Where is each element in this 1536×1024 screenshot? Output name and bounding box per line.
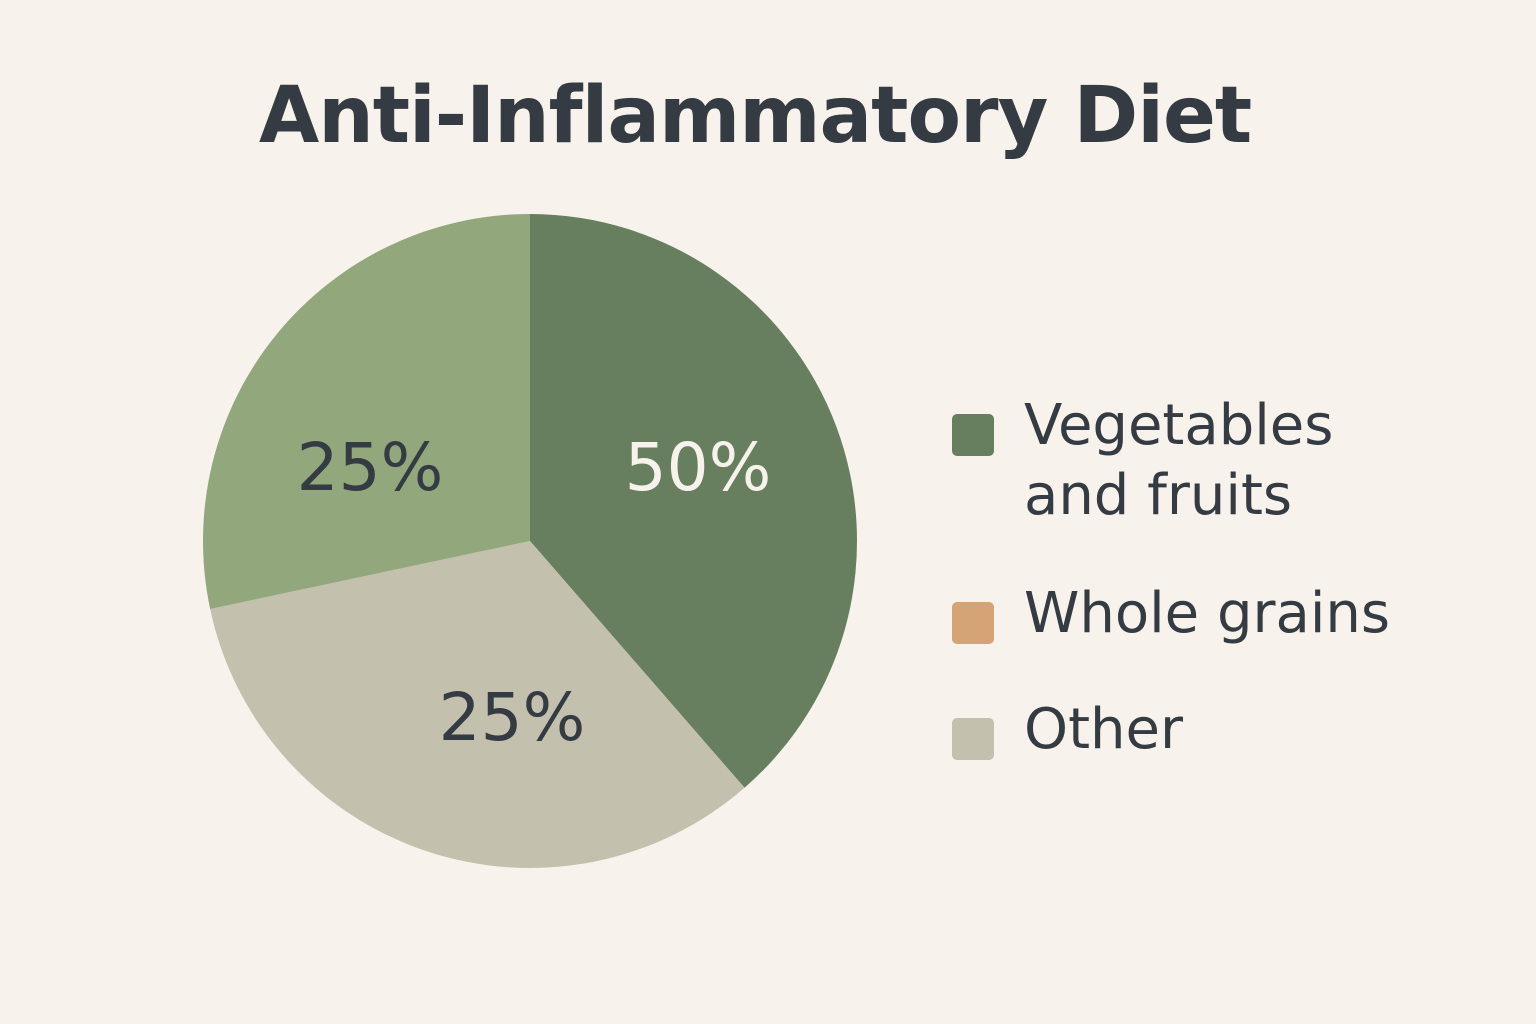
legend-swatch-0 xyxy=(952,414,994,456)
legend-label-0-1: and fruits xyxy=(1024,463,1293,528)
legend-label-0-0: Vegetables xyxy=(1024,393,1334,458)
legend-swatch-2 xyxy=(952,718,994,760)
legend-label-2-0: Other xyxy=(1024,697,1184,762)
legend-label-1-0: Whole grains xyxy=(1024,581,1391,646)
pie-slice-2 xyxy=(202,214,530,609)
slice-label-0: 50% xyxy=(625,429,772,506)
pie-slice-1 xyxy=(210,541,745,869)
chart-title: Anti-Inflammatory Diet xyxy=(258,71,1252,161)
slice-label-1: 25% xyxy=(439,679,586,756)
pie-slice-0 xyxy=(530,214,858,788)
slice-label-2: 25% xyxy=(297,429,444,506)
legend-swatch-1 xyxy=(952,602,994,644)
